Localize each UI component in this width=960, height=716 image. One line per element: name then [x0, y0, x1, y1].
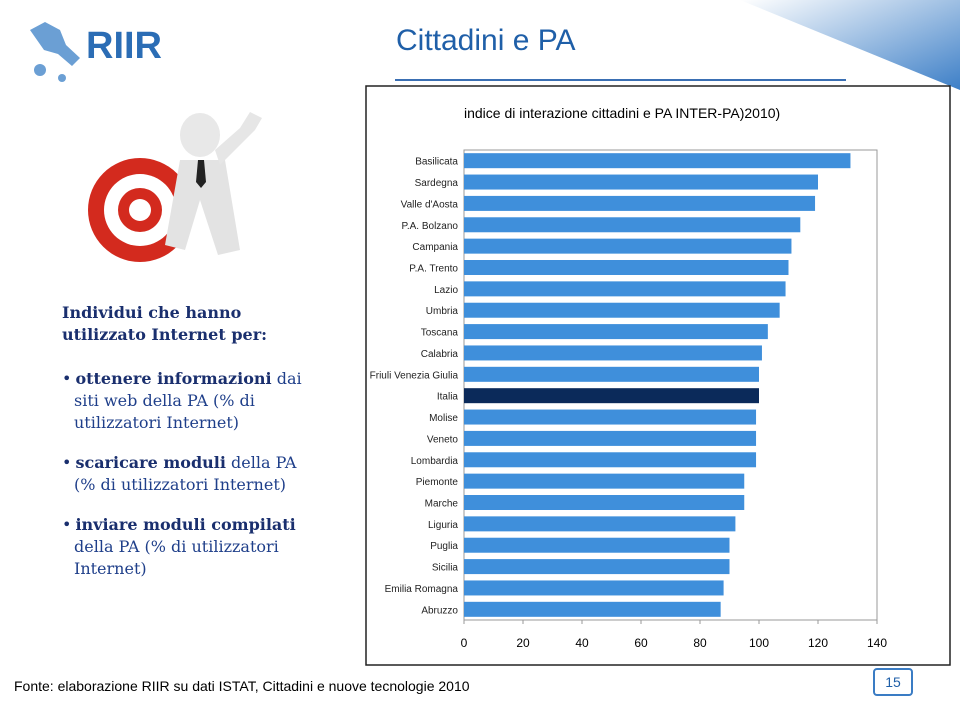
footer: Fonte: elaborazione RIIR su dati ISTAT, …	[14, 678, 470, 694]
y-tick-label: P.A. Bolzano	[401, 221, 458, 232]
bar	[464, 366, 759, 382]
bullet-bold: ottenere informazioni	[75, 369, 272, 388]
bar	[464, 473, 745, 489]
bar	[464, 495, 745, 510]
bar	[464, 174, 818, 190]
bullet-text: della PA (% di utilizzatori Internet)	[74, 453, 297, 494]
x-tick-label: 0	[461, 636, 468, 650]
y-tick-label: Marche	[425, 499, 459, 510]
y-tick-label: Lombardia	[411, 456, 459, 467]
bar	[464, 217, 801, 233]
bar	[464, 324, 768, 340]
chart-frame	[365, 85, 951, 666]
y-tick-label: Toscana	[421, 328, 459, 339]
bar	[464, 580, 724, 596]
bar	[464, 516, 736, 532]
header-shade	[740, 0, 960, 90]
bullet-text: della PA (% di utilizzatori Internet)	[74, 537, 279, 578]
bar	[464, 452, 757, 468]
x-tick-label: 60	[634, 636, 648, 650]
x-tick-label: 100	[749, 636, 769, 650]
bar	[464, 537, 730, 553]
y-tick-label: Friuli Venezia Giulia	[370, 370, 459, 381]
bullet-item: inviare moduli compilati della PA (% di …	[62, 514, 322, 580]
bar	[464, 345, 762, 361]
y-tick-label: Sicilia	[432, 563, 459, 574]
bar	[464, 302, 780, 318]
bar	[464, 238, 792, 254]
x-tick-label: 140	[867, 636, 887, 650]
x-tick-label: 20	[516, 636, 530, 650]
y-tick-label: Campania	[412, 242, 458, 253]
y-tick-label: P.A. Trento	[409, 264, 458, 275]
bullet-item: ottenere informazioni dai siti web della…	[62, 368, 322, 434]
y-tick-label: Molise	[429, 413, 458, 424]
x-tick-label: 120	[808, 636, 828, 650]
left-panel: Individui che hanno utilizzato Internet …	[62, 302, 322, 598]
bar	[464, 409, 757, 425]
logo-text: RIIR	[86, 25, 162, 67]
y-tick-label: Valle d'Aosta	[401, 199, 459, 210]
x-tick-label: 80	[693, 636, 707, 650]
y-tick-label: Basilicata	[415, 157, 458, 168]
panel-heading: Individui che hanno utilizzato Internet …	[62, 303, 268, 344]
y-tick-label: Piemonte	[416, 477, 459, 488]
y-tick-label: Liguria	[428, 520, 458, 531]
bar	[464, 153, 851, 169]
y-tick-label: Sardegna	[415, 178, 459, 189]
bar	[464, 281, 786, 297]
y-tick-label: Umbria	[426, 306, 459, 317]
plot-area	[463, 149, 878, 621]
bar	[464, 260, 789, 275]
bar	[464, 388, 759, 404]
bullet-text: dai siti web della PA (% di utilizzatori…	[74, 369, 302, 432]
bar	[464, 430, 757, 446]
x-tick-label: 40	[575, 636, 589, 650]
bullet-bold: scaricare moduli	[75, 453, 226, 472]
y-tick-label: Puglia	[430, 541, 458, 552]
slide-title: Cittadini e PA	[396, 24, 576, 57]
page-number: 15	[873, 668, 913, 696]
y-tick-label: Veneto	[427, 434, 459, 445]
y-tick-label: Calabria	[421, 349, 459, 360]
bullet-bold: inviare moduli compilati	[75, 515, 296, 534]
y-tick-label: Lazio	[434, 285, 458, 296]
bar	[464, 601, 721, 617]
illustration	[88, 112, 262, 262]
y-tick-label: Abruzzo	[421, 605, 458, 616]
bar	[464, 559, 730, 575]
y-tick-label: Italia	[437, 392, 459, 403]
logo-map	[30, 22, 80, 82]
y-tick-label: Emilia Romagna	[385, 584, 459, 595]
bullet-item: scaricare moduli della PA (% di utilizza…	[62, 452, 322, 496]
chart-title: indice di interazione cittadini e PA INT…	[464, 105, 780, 121]
bar	[464, 195, 816, 211]
